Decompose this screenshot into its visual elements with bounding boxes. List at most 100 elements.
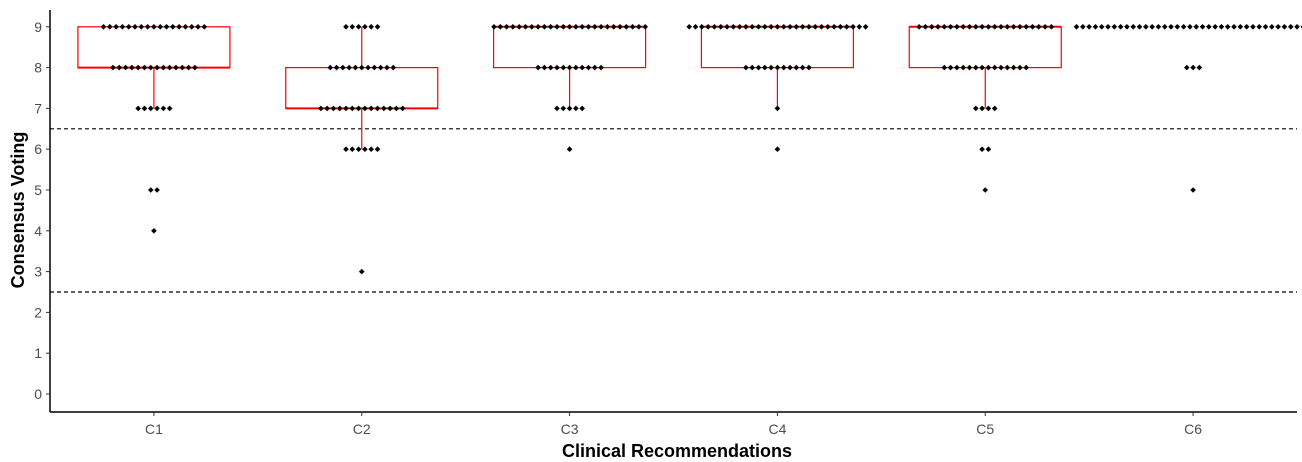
vote-point: [598, 24, 604, 30]
vote-point: [491, 24, 497, 30]
group-c5: [908, 24, 1062, 193]
vote-point: [560, 24, 567, 30]
vote-point: [623, 24, 630, 30]
vote-point: [1269, 24, 1275, 30]
vote-point: [1048, 24, 1055, 30]
vote-point: [182, 24, 189, 30]
vote-point: [928, 24, 935, 30]
vote-point: [151, 228, 157, 234]
vote-point: [979, 105, 985, 112]
vote-point: [579, 64, 585, 71]
vote-point: [1036, 24, 1042, 30]
vote-point: [384, 64, 390, 71]
vote-point: [160, 105, 167, 112]
box: [492, 26, 647, 69]
vote-point: [362, 24, 368, 30]
vote-point: [768, 24, 774, 30]
x-tick-label: C4: [768, 421, 786, 437]
vote-point: [547, 24, 554, 30]
vote-point: [179, 64, 186, 71]
vote-point: [979, 146, 985, 152]
vote-point: [935, 24, 941, 30]
vote-point: [554, 64, 560, 71]
plot-area: [50, 24, 1302, 293]
vote-point: [724, 24, 730, 30]
vote-point: [1073, 24, 1080, 30]
vote-point: [1250, 24, 1256, 30]
vote-point: [947, 24, 954, 30]
vote-point: [327, 64, 334, 71]
vote-point: [998, 24, 1004, 30]
vote-point: [1168, 24, 1174, 30]
vote-point: [1111, 24, 1118, 30]
vote-point: [799, 64, 806, 71]
vote-point: [116, 64, 123, 71]
vote-point: [566, 24, 573, 30]
vote-point: [176, 24, 182, 30]
vote-point: [743, 24, 749, 30]
vote-point: [1262, 24, 1269, 30]
vote-point: [818, 24, 825, 30]
vote-point: [774, 64, 781, 71]
vote-point: [135, 105, 141, 112]
x-tick-label: C3: [561, 421, 579, 437]
vote-point: [793, 64, 800, 71]
vote-point: [812, 24, 819, 30]
vote-point: [1231, 24, 1237, 30]
vote-point: [573, 64, 579, 71]
vote-point: [1275, 24, 1281, 30]
x-tick-label: C5: [976, 421, 994, 437]
vote-point: [780, 24, 787, 30]
x-tick-label: C1: [145, 421, 163, 437]
vote-point: [119, 24, 126, 30]
vote-point: [157, 24, 164, 30]
vote-point: [831, 24, 837, 30]
vote-point: [358, 64, 365, 71]
vote-point: [973, 64, 979, 71]
vote-point: [147, 187, 154, 193]
vote-point: [1287, 24, 1294, 30]
vote-point: [862, 24, 869, 30]
vote-point: [374, 105, 381, 112]
vote-point: [1224, 24, 1231, 30]
vote-point: [535, 64, 541, 71]
vote-point: [1023, 24, 1029, 30]
vote-point: [787, 64, 793, 71]
x-tick-label: C6: [1184, 421, 1202, 437]
vote-point: [147, 64, 154, 71]
vote-point: [954, 24, 960, 30]
vote-point: [163, 24, 170, 30]
vote-point: [954, 64, 960, 71]
vote-point: [973, 24, 979, 30]
vote-point: [573, 24, 579, 30]
vote-point: [916, 24, 922, 30]
vote-point: [1042, 24, 1048, 30]
vote-point: [349, 105, 356, 112]
vote-point: [1017, 64, 1023, 71]
vote-point: [377, 64, 384, 71]
vote-point: [1256, 24, 1263, 30]
vote-point: [393, 105, 400, 112]
vote-point: [154, 64, 160, 71]
y-tick-label: 7: [34, 100, 42, 116]
vote-point: [330, 105, 337, 112]
vote-point: [966, 24, 973, 30]
vote-point: [535, 24, 541, 30]
vote-point: [1190, 64, 1196, 71]
vote-point: [368, 105, 374, 112]
y-tick-label: 5: [34, 182, 42, 198]
vote-point: [985, 105, 992, 112]
vote-point: [837, 24, 844, 30]
vote-point: [141, 105, 148, 112]
vote-point: [991, 105, 998, 112]
vote-point: [522, 24, 529, 30]
group-c1: [77, 24, 231, 234]
vote-point: [324, 105, 330, 112]
vote-point: [160, 64, 167, 71]
vote-point: [998, 64, 1004, 71]
box: [285, 66, 439, 109]
vote-point: [1124, 24, 1130, 30]
vote-point: [692, 24, 699, 30]
group-c4: [686, 24, 869, 152]
vote-point: [346, 64, 352, 71]
